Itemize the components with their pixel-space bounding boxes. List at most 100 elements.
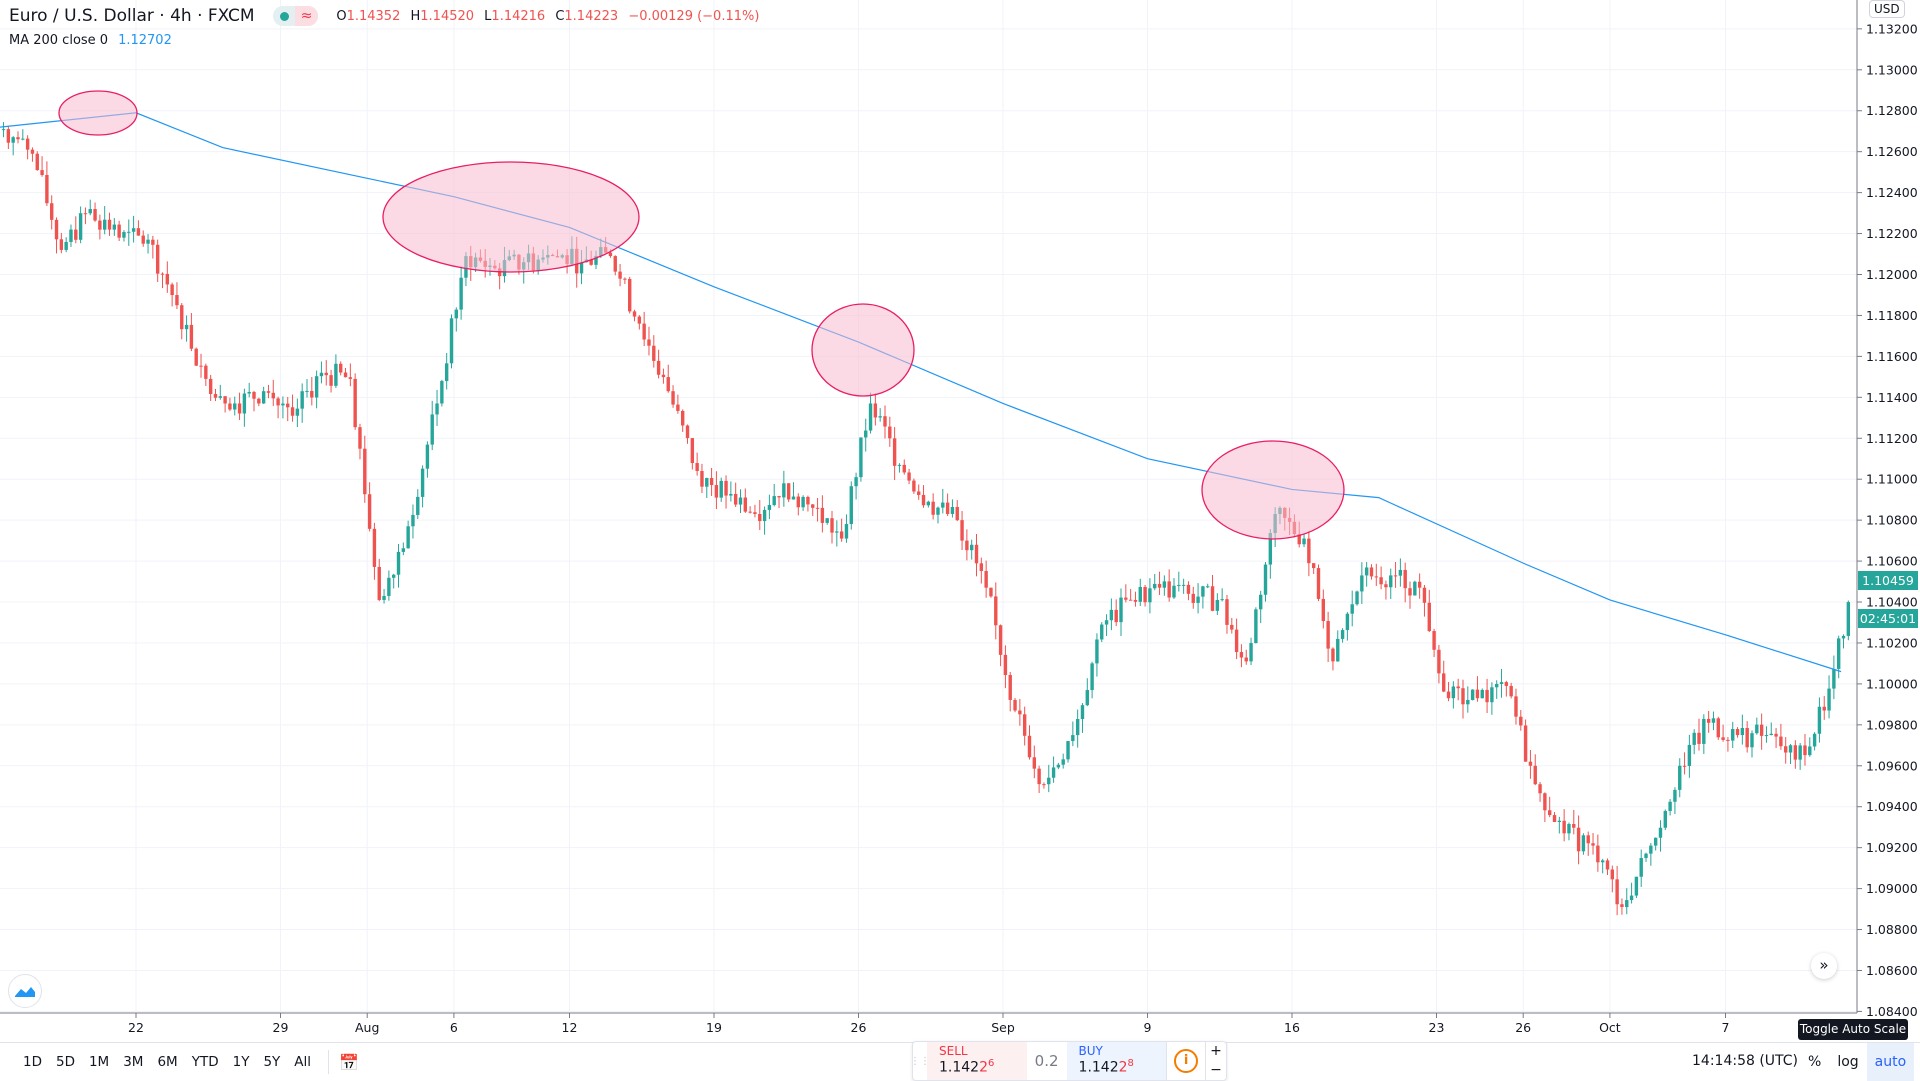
range-5d[interactable]: 5D <box>55 1054 75 1070</box>
symbol-title[interactable]: Euro / U.S. Dollar · 4h · FXCM <box>9 6 255 26</box>
candle <box>1157 583 1162 588</box>
range-3m[interactable]: 3M <box>123 1054 144 1070</box>
range-all[interactable]: All <box>294 1054 312 1070</box>
price-tick-label: 1.11400 <box>1866 390 1918 405</box>
candle <box>1119 597 1123 623</box>
candle <box>295 408 300 416</box>
candle <box>1379 577 1383 585</box>
candle <box>252 391 256 399</box>
drag-handle-icon[interactable]: ⋮⋮ <box>910 1055 930 1067</box>
range-1d[interactable]: 1D <box>23 1054 42 1070</box>
candle <box>1056 764 1061 768</box>
candle <box>1297 534 1301 545</box>
candle <box>1302 538 1306 545</box>
sell-button[interactable]: SELL 1.14226 <box>927 1042 1027 1080</box>
candle <box>1620 904 1624 908</box>
candle <box>21 138 25 140</box>
annotation-ellipse[interactable] <box>811 303 915 397</box>
annotation-ellipse[interactable] <box>1201 440 1345 540</box>
range-6m[interactable]: 6M <box>157 1054 178 1070</box>
candle <box>1268 533 1273 565</box>
data-delay-icon: ≈ <box>294 6 319 26</box>
candle <box>709 477 714 486</box>
candle <box>921 494 926 506</box>
open-value: 1.14352 <box>346 8 401 24</box>
time-axis[interactable]: 22 29 Aug 6 12 19 26 Sep 9 16 23 26 Oct 7 <box>128 1013 1729 1035</box>
candle <box>1456 686 1460 689</box>
close-label: C <box>555 8 565 24</box>
candle <box>671 391 675 405</box>
candle <box>25 138 30 150</box>
candle <box>1750 733 1754 748</box>
candle <box>1461 688 1465 705</box>
buy-button[interactable]: BUY 1.14228 <box>1066 1042 1167 1080</box>
candle <box>1605 860 1610 870</box>
plus-button[interactable]: + <box>1210 1043 1222 1059</box>
candle <box>1181 584 1186 586</box>
scroll-to-realtime-button[interactable]: » <box>1811 953 1837 979</box>
ma-legend[interactable]: MA 200 close 0 1.12702 <box>9 33 172 48</box>
buy-label: BUY <box>1078 1044 1103 1058</box>
annotation-ellipse[interactable] <box>58 90 138 136</box>
candle <box>1022 714 1027 736</box>
candle <box>844 524 849 539</box>
candle <box>1533 765 1537 785</box>
candle <box>343 372 348 378</box>
info-button[interactable]: i <box>1166 1042 1205 1080</box>
candle <box>1711 718 1716 723</box>
sell-price-main: 1.142 <box>939 1059 980 1076</box>
minus-button[interactable]: − <box>1210 1062 1222 1078</box>
candle <box>314 376 319 398</box>
candle <box>998 625 1003 655</box>
price-tick-label: 1.10800 <box>1866 513 1918 528</box>
price-axis[interactable]: 1.08400 1.08600 1.08800 1.09000 1.09200 1.094… <box>1857 21 1918 1019</box>
range-1y[interactable]: 1Y <box>232 1054 250 1070</box>
candle <box>1374 576 1378 578</box>
candle <box>1124 597 1128 600</box>
candle <box>1634 876 1639 896</box>
candle <box>883 416 887 427</box>
clock[interactable]: 14:14:58 (UTC) <box>1692 1053 1799 1069</box>
currency-badge[interactable]: USD <box>1869 0 1905 18</box>
log-scale-button[interactable]: log <box>1837 1054 1859 1070</box>
range-1m[interactable]: 1M <box>88 1054 110 1070</box>
range-5y[interactable]: 5Y <box>263 1054 281 1070</box>
candle <box>1687 744 1692 766</box>
candle <box>801 496 805 508</box>
candle <box>628 278 632 312</box>
candle <box>839 531 844 539</box>
candle <box>40 170 44 176</box>
candle <box>1509 685 1513 697</box>
candle <box>1210 586 1215 611</box>
time-tick-label: 22 <box>128 1020 144 1035</box>
price-chart[interactable]: 1.08400 1.08600 1.08800 1.09000 1.09200 1.094… <box>0 0 1920 1042</box>
candle <box>387 577 391 596</box>
price-tick-label: 1.10200 <box>1866 635 1918 650</box>
time-tick-label: Sep <box>991 1020 1015 1035</box>
candle <box>825 518 829 523</box>
percent-scale-button[interactable]: % <box>1808 1054 1822 1070</box>
candle <box>1109 609 1114 621</box>
candle <box>377 566 381 600</box>
tradingview-logo-icon[interactable] <box>8 974 42 1008</box>
candle <box>440 381 444 404</box>
auto-scale-button[interactable]: auto <box>1866 1043 1915 1081</box>
candle <box>329 375 333 386</box>
candle <box>1345 613 1350 631</box>
candle <box>1610 869 1615 880</box>
status-pill[interactable]: ≈ <box>272 6 319 26</box>
candle <box>1591 843 1595 846</box>
candle <box>435 403 439 415</box>
annotation-ellipse[interactable] <box>382 161 640 273</box>
range-ytd[interactable]: YTD <box>191 1054 219 1070</box>
candle <box>1846 602 1851 636</box>
candle <box>175 295 179 306</box>
candle <box>1422 587 1427 603</box>
candle <box>1206 586 1210 588</box>
candle <box>1451 686 1456 699</box>
candle <box>1495 683 1499 688</box>
candle <box>233 403 237 410</box>
candle <box>762 509 767 522</box>
goto-date-icon[interactable]: 📅 <box>339 1052 359 1072</box>
price-tick-label: 1.12600 <box>1866 144 1918 159</box>
